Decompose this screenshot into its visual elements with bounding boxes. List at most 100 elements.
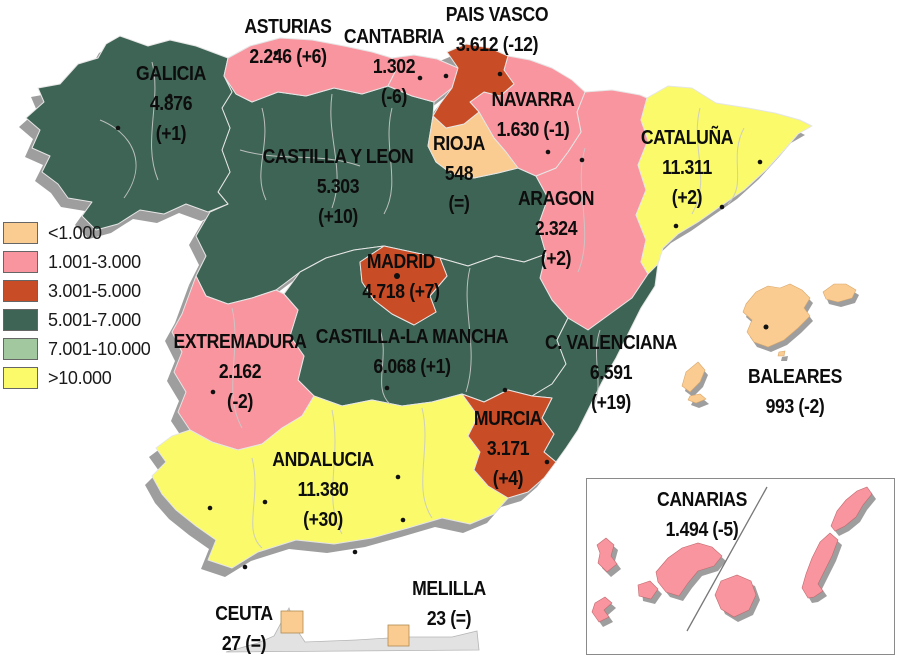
- region-change-label: (+4): [492, 468, 524, 490]
- region-value-label: 548: [444, 163, 474, 185]
- region-name-label: PAIS VASCO: [445, 4, 549, 26]
- region-name-label: BALEARES: [748, 366, 842, 388]
- mainland-regions: [25, 35, 813, 569]
- island-menorca-shape: [822, 283, 857, 303]
- legend-swatch: [3, 251, 38, 273]
- legend-label: 3.001-5.000: [48, 281, 141, 301]
- region-change-label: (+19): [591, 392, 631, 414]
- region-change-label: (+30): [303, 509, 343, 531]
- region-value-label: 4.718 (+7): [362, 281, 440, 303]
- label-andalucia: ANDALUCIA 11.380 (+30): [272, 445, 374, 535]
- label-valenciana: C. VALENCIANA 6.591 (+19): [545, 328, 677, 418]
- region-value-label: 27 (=): [221, 633, 267, 655]
- melilla-square: [387, 624, 410, 647]
- region-name-label: RIOJA: [432, 133, 486, 155]
- legend-swatch: [3, 222, 38, 244]
- region-name-label: MELILLA: [412, 578, 486, 600]
- legend-row: <1.000: [3, 222, 151, 244]
- island-cabrera-shape: [777, 350, 786, 357]
- region-name-label: NAVARRA: [491, 89, 575, 111]
- island-el-hierro-shape: [591, 596, 613, 623]
- region-pais-vasco-shape: [432, 43, 515, 129]
- label-castilla-la-mancha: CASTILLA-LA MANCHA 6.068 (+1): [315, 322, 509, 382]
- region-name-label: CASTILLA Y LEON: [262, 146, 414, 168]
- region-extremadura-shape: [171, 275, 315, 451]
- region-value-label: 1.630 (-1): [496, 119, 570, 141]
- region-valenciana-shape: [531, 263, 659, 463]
- region-galicia-shape: [25, 35, 233, 231]
- region-change-label: (+1): [155, 123, 187, 145]
- region-change-label: (+2): [671, 187, 703, 209]
- legend-row: 5.001-7.000: [3, 309, 151, 331]
- region-name-label: MADRID: [366, 251, 436, 273]
- label-navarra: NAVARRA 1.630 (-1): [492, 85, 575, 145]
- region-name-label: ASTURIAS: [244, 16, 332, 38]
- region-name-label: CANARIAS: [656, 489, 748, 511]
- legend-swatch: [3, 367, 38, 389]
- region-value-label: 11.311: [662, 157, 712, 179]
- region-cataluna-shape: [635, 85, 813, 275]
- legend-row: 1.001-3.000: [3, 251, 151, 273]
- region-value-label: 2.162: [218, 361, 262, 383]
- island-ibiza-shape: [681, 361, 706, 393]
- label-madrid: MADRID 4.718 (+7): [362, 247, 440, 307]
- region-name-label: CEUTA: [215, 603, 273, 625]
- region-value-label: 6.591: [589, 362, 633, 384]
- legend-row: 7.001-10.000: [3, 338, 151, 360]
- region-value-label: 6.068 (+1): [373, 356, 451, 378]
- region-name-label: MURCIA: [473, 408, 543, 430]
- label-melilla: MELILLA 23 (=): [412, 574, 486, 634]
- label-asturias: ASTURIAS 2.246 (+6): [244, 12, 331, 72]
- label-galicia: GALICIA 4.876 (+1): [136, 59, 206, 149]
- region-name-label: CANTABRIA: [343, 26, 445, 48]
- island-la-palma-shape: [596, 537, 618, 573]
- label-murcia: MURCIA 3.171 (+4): [473, 404, 543, 494]
- region-value-label: 1.494 (-5): [665, 519, 739, 541]
- legend-label: 7.001-10.000: [48, 339, 151, 359]
- region-value-label: 23 (=): [426, 608, 472, 630]
- region-name-label: CATALUÑA: [640, 127, 734, 149]
- region-madrid-shape: [359, 245, 448, 326]
- region-cantabria-shape: [387, 54, 459, 103]
- ceuta-square: [280, 610, 304, 634]
- island-la-gomera-shape: [637, 580, 659, 600]
- label-ceuta: CEUTA 27 (=): [215, 599, 273, 658]
- label-pais-vasco: PAIS VASCO 3.612 (-12): [445, 0, 549, 60]
- legend-swatch: [3, 309, 38, 331]
- island-gran-canaria-shape: [714, 574, 757, 618]
- canarias-inset-divider-line: [686, 486, 768, 632]
- legend-swatch: [3, 280, 38, 302]
- region-name-label: CASTILLA-LA MANCHA: [315, 326, 509, 348]
- region-name-label: C. VALENCIANA: [545, 332, 677, 354]
- label-extremadura: EXTREMADURA 2.162 (-2): [173, 327, 306, 417]
- region-change-label: (+10): [318, 206, 358, 228]
- region-value-label: 3.171: [486, 438, 530, 460]
- legend-label: >10.000: [48, 368, 112, 388]
- canarias-islands: [591, 486, 873, 623]
- label-cataluna: CATALUÑA 11.311 (+2): [640, 123, 734, 213]
- region-name-label: GALICIA: [136, 63, 206, 85]
- region-name-label: ANDALUCIA: [272, 449, 374, 471]
- label-aragon: ARAGON 2.324 (+2): [518, 184, 594, 274]
- label-cantabria: CANTABRIA 1.302 (-6): [344, 22, 444, 112]
- region-change-label: (-6): [381, 86, 407, 108]
- legend: <1.000 1.001-3.000 3.001-5.000 5.001-7.0…: [3, 222, 151, 396]
- island-lanzarote-shape: [830, 486, 873, 532]
- label-baleares: BALEARES 993 (-2): [748, 362, 842, 422]
- island-fuerteventura-shape: [801, 532, 839, 599]
- region-value-label: 5.303: [316, 176, 360, 198]
- region-name-label: ARAGON: [517, 188, 595, 210]
- region-value-label: 993 (-2): [765, 396, 825, 418]
- legend-swatch: [3, 338, 38, 360]
- baleares-islands: [681, 283, 857, 404]
- region-value-label: 11.380: [297, 479, 349, 501]
- legend-label: <1.000: [48, 223, 102, 243]
- island-mallorca-shape: [742, 283, 811, 348]
- island-tenerife-shape: [655, 542, 723, 597]
- region-change-label: (+2): [540, 248, 572, 270]
- region-value-label: 4.876: [149, 93, 193, 115]
- legend-label: 1.001-3.000: [48, 252, 141, 272]
- island-formentera-shape: [687, 393, 707, 404]
